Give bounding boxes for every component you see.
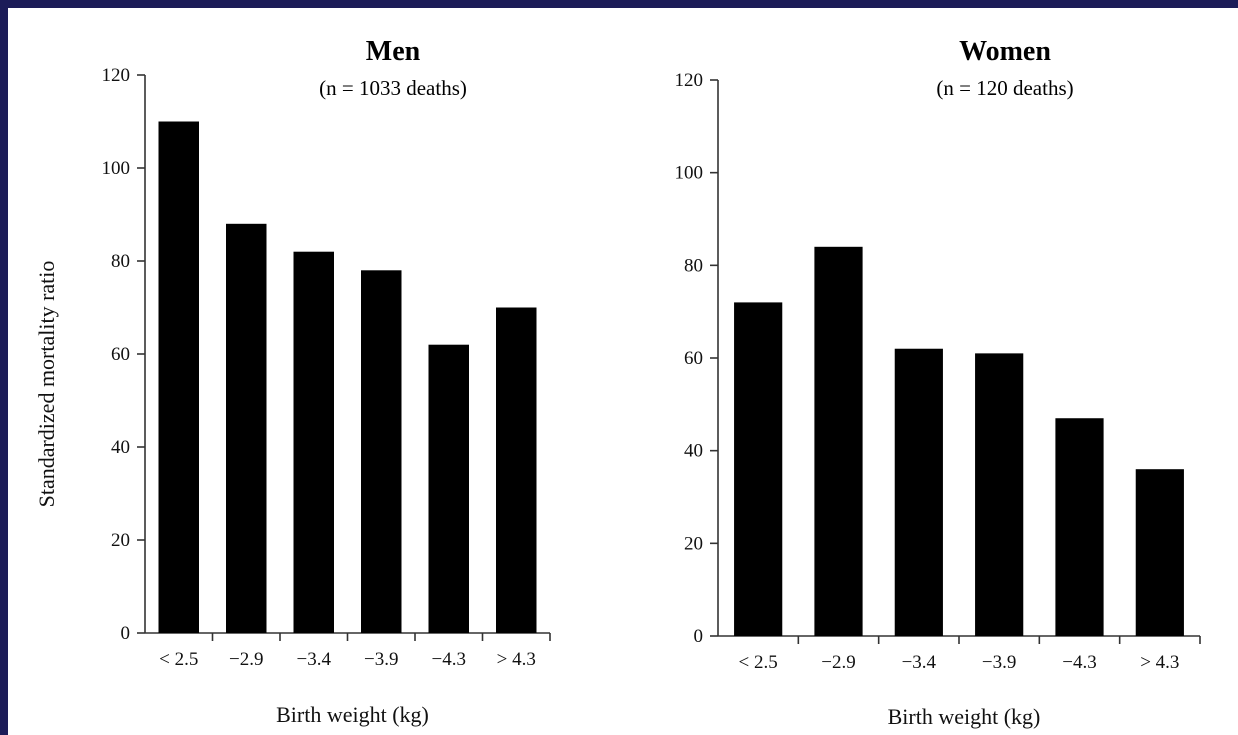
y-tick-label: 80 — [684, 255, 703, 276]
x-category-label: −4.3 — [432, 649, 466, 670]
chart-subtitle: (n = 120 deaths) — [936, 76, 1073, 100]
y-tick-label: 0 — [694, 626, 704, 647]
y-tick-label: 120 — [102, 65, 131, 86]
bar-6 — [1135, 469, 1184, 636]
bar-3 — [293, 251, 334, 633]
x-axis-title: Birth weight (kg) — [276, 702, 429, 727]
chart-subtitle: (n = 1033 deaths) — [319, 76, 467, 100]
chart-title: Men — [366, 36, 421, 67]
y-tick-label: 60 — [684, 348, 703, 369]
bar-6 — [496, 307, 537, 633]
x-category-label: > 4.3 — [1140, 652, 1179, 673]
y-tick-label: 120 — [675, 70, 704, 91]
bar-2 — [814, 246, 863, 637]
bar-1 — [158, 121, 199, 633]
x-category-label: −2.9 — [229, 649, 263, 670]
bar-4 — [975, 353, 1024, 636]
bar-1 — [734, 302, 783, 636]
x-category-label: < 2.5 — [739, 652, 778, 673]
y-axis-title: Standardized mortality ratio — [34, 261, 59, 508]
x-category-label: > 4.3 — [497, 649, 536, 670]
y-tick-label: 40 — [111, 437, 130, 458]
y-tick-label: 100 — [675, 163, 704, 184]
x-category-label: −3.4 — [297, 649, 332, 670]
y-tick-label: 0 — [121, 623, 131, 644]
x-category-label: −3.4 — [902, 652, 937, 673]
y-tick-label: 40 — [684, 441, 703, 462]
chart-panel-men: 0 20 40 60 80 100 120 < 2.5 −2.9 −3.4 −3.9 −4.3 > 4.… — [34, 36, 551, 727]
bar-3 — [894, 348, 943, 636]
bar-2 — [226, 223, 267, 634]
chart-figure: 0 20 40 60 80 100 120 < 2.5 −2.9 −3.4 −3.9 −4.3 > 4.… — [8, 8, 1238, 735]
bar-5 — [1055, 418, 1104, 636]
y-tick-label: 20 — [684, 533, 703, 554]
x-category-label: −3.9 — [364, 649, 398, 670]
chart-title: Women — [959, 36, 1051, 67]
x-category-label: −3.9 — [982, 652, 1016, 673]
bar-4 — [361, 270, 402, 633]
x-category-label: < 2.5 — [159, 649, 198, 670]
y-tick-label: 100 — [102, 158, 131, 179]
y-tick-label: 20 — [111, 530, 130, 551]
x-category-label: −4.3 — [1062, 652, 1096, 673]
chart-panel-women: 0 20 40 60 80 100 120 < 2.5 −2.9 −3.4 −3.9 −4.3 > 4.… — [675, 36, 1201, 729]
y-tick-label: 60 — [111, 344, 130, 365]
x-category-label: −2.9 — [821, 652, 855, 673]
y-tick-label: 80 — [111, 251, 130, 272]
bar-5 — [428, 344, 469, 633]
charts-svg: 0 20 40 60 80 100 120 < 2.5 −2.9 −3.4 −3.9 −4.3 > 4.… — [34, 36, 1201, 729]
x-axis-title: Birth weight (kg) — [888, 704, 1041, 729]
